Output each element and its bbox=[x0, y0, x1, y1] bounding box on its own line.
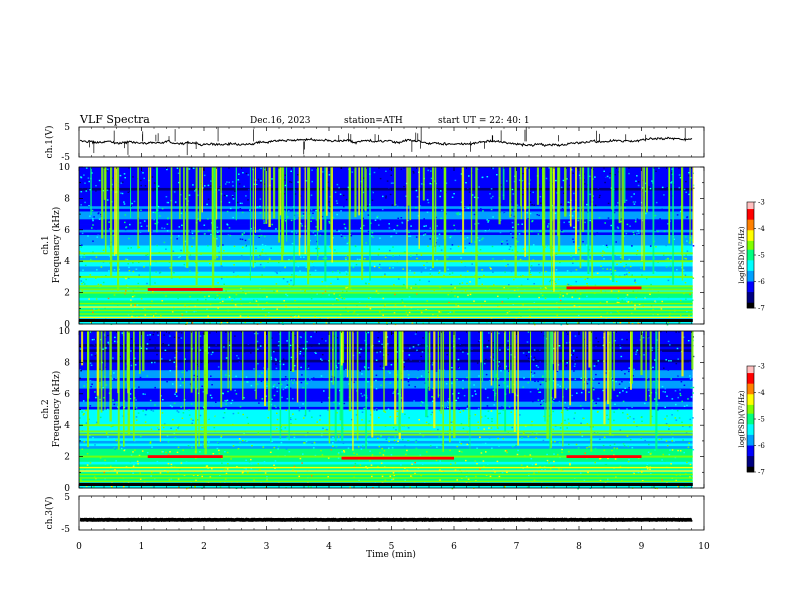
ch2-spectrogram-band-3 bbox=[79, 424, 693, 427]
ch1-timeseries-line bbox=[79, 136, 693, 148]
ch2-colorbar: -3 -4 -5 -6 -7 log(PSD)(V²/Hz) bbox=[738, 363, 765, 477]
ch1-spectrogram-ytick-10: 10 bbox=[59, 163, 71, 173]
time-tick-label-2: 2 bbox=[201, 542, 207, 552]
ch1-spectrogram-heatmap bbox=[79, 167, 704, 326]
ch1-timeseries-frame bbox=[78, 126, 705, 158]
ch1-spectrogram-colorbar-tick--4: -4 bbox=[758, 225, 765, 233]
ch2-spectrogram-highlight-0 bbox=[147, 455, 223, 458]
ch2-spectrogram-band-2 bbox=[79, 430, 693, 433]
time-tick-label-4: 4 bbox=[326, 542, 332, 552]
ch1-spectrogram-ytick-0: 0 bbox=[64, 320, 70, 330]
time-axis-label: Time (min) bbox=[366, 549, 416, 560]
ch1-spectrogram-band-2 bbox=[79, 285, 693, 288]
ch2-spectrogram-highlight-1 bbox=[341, 456, 454, 460]
time-tick-label-8: 8 bbox=[576, 542, 582, 552]
time-tick-label-3: 3 bbox=[264, 542, 270, 552]
time-tick-label-6: 6 bbox=[451, 542, 457, 552]
ch2-spectrogram-ytick-8: 8 bbox=[64, 358, 70, 368]
ch1-spectrogram-ytick-8: 8 bbox=[64, 194, 70, 204]
ch2-spectrogram-panel: 0 2 4 6 8 10 ch.2 Frequency (kHz) -3 -4 -5 -6 -7 l… bbox=[41, 327, 765, 494]
ch2-spectrogram-colorbar-tick--7: -7 bbox=[758, 469, 765, 477]
date-label: Dec.16, 2023 bbox=[250, 116, 311, 126]
ch1-ytick-bottom: -5 bbox=[61, 153, 70, 163]
time-tick-label-7: 7 bbox=[514, 542, 520, 552]
ch1-spectrogram-colorbar-tick--6: -6 bbox=[758, 278, 765, 286]
ch1-spectrogram-colorbar-label: log(PSD)(V²/Hz) bbox=[738, 226, 746, 283]
figure-header: VLF Spectra Dec.16, 2023 station=ATH sta… bbox=[79, 113, 530, 126]
ch2-spectrogram-colorbar-tick--5: -5 bbox=[758, 416, 765, 424]
ch2-spectrogram-colorbar-label: log(PSD)(V²/Hz) bbox=[738, 390, 746, 447]
ch2-spectrogram-band-1 bbox=[79, 433, 693, 436]
ch3-ylabel: ch.3(V) bbox=[44, 497, 55, 530]
ch3-timeseries-frame bbox=[78, 495, 705, 531]
ch2-spectrogram-highlight-2 bbox=[566, 455, 642, 458]
ch2-spectrogram-heatmap bbox=[79, 331, 704, 490]
ch1-trace bbox=[79, 126, 693, 156]
ch2-spectrogram-ytick-10: 10 bbox=[59, 327, 71, 337]
ch1-spectrogram-highlight-0 bbox=[147, 288, 223, 291]
ch3-trace bbox=[79, 517, 693, 523]
ch1-timeseries-panel: 5 -5 ch.1(V) bbox=[44, 123, 705, 163]
start-time-label: start UT = 22: 40: 1 bbox=[438, 116, 530, 126]
ch2-spectrogram-colorbar-tick--6: -6 bbox=[758, 442, 765, 450]
ch2-spectrogram-ticks bbox=[78, 330, 705, 489]
ch2-spectrogram-ytick-6: 6 bbox=[64, 390, 70, 400]
ch1-spectrogram-ticks bbox=[78, 166, 705, 325]
time-tick-label-0: 0 bbox=[76, 542, 82, 552]
ch1-spectrogram-band-1 bbox=[79, 288, 693, 291]
ch2-spectrogram-ytick-0: 0 bbox=[64, 484, 70, 494]
ch1-spectrogram-ytick-4: 4 bbox=[64, 257, 70, 267]
ch3-ytick-top: 5 bbox=[64, 493, 70, 503]
station-label: station=ATH bbox=[344, 116, 403, 126]
ch1-ylabel: ch.1(V) bbox=[44, 126, 55, 159]
time-tick-label-1: 1 bbox=[139, 542, 145, 552]
ch2-spectrogram-colorbar-tick--3: -3 bbox=[758, 363, 765, 371]
ch1-spec-ylabel-line1: ch.1 bbox=[41, 235, 51, 254]
time-tick-label-10: 10 bbox=[698, 542, 710, 552]
ch2-spectrogram-colorbar-tick--4: -4 bbox=[758, 389, 765, 397]
ch1-spectrogram-band-5 bbox=[79, 252, 693, 255]
ch1-spectrogram-colorbar-tick--3: -3 bbox=[758, 199, 765, 207]
ch1-freq-tick-labels: 0 2 4 6 8 10 bbox=[59, 163, 71, 330]
ch2-spectrogram-ytick-2: 2 bbox=[64, 453, 70, 463]
ch3-ticks bbox=[78, 496, 705, 530]
ch3-ytick-bottom: -5 bbox=[61, 525, 70, 535]
ch2-freq-tick-labels: 0 2 4 6 8 10 bbox=[59, 327, 71, 494]
figure-title: VLF Spectra bbox=[79, 113, 150, 126]
ch2-spectrogram-ytick-4: 4 bbox=[64, 421, 70, 431]
time-axis: 0 1 2 3 4 5 6 7 8 9 10 bbox=[76, 542, 710, 552]
ch1-spectrogram-ytick-2: 2 bbox=[64, 289, 70, 299]
ch1-spectrogram-band-3 bbox=[79, 275, 693, 278]
ch1-spectrogram-band-0 bbox=[79, 291, 693, 294]
ch1-spectrogram-colorbar-tick--7: -7 bbox=[758, 305, 765, 313]
ch2-spec-ylabel-line2: Frequency (kHz) bbox=[51, 371, 62, 448]
ch1-spectrogram-band-4 bbox=[79, 260, 693, 263]
ch2-spec-ylabel-line1: ch.2 bbox=[41, 399, 51, 418]
ch1-spectrogram-ytick-6: 6 bbox=[64, 226, 70, 236]
ch2-spectrogram-band-0 bbox=[79, 455, 693, 458]
ch1-spectrogram-highlight-1 bbox=[566, 286, 642, 290]
ch1-colorbar: -3 -4 -5 -6 -7 log(PSD)(V²/Hz) bbox=[738, 199, 765, 313]
ch1-spec-ylabel-line2: Frequency (kHz) bbox=[51, 207, 62, 284]
time-tick-label-9: 9 bbox=[639, 542, 645, 552]
ch1-ticks bbox=[78, 127, 705, 157]
ch3-timeseries-line bbox=[79, 517, 693, 523]
ch3-timeseries-panel: 5 -5 ch.3(V) bbox=[44, 493, 705, 535]
ch1-spectrogram-colorbar-tick--5: -5 bbox=[758, 252, 765, 260]
ch1-ytick-top: 5 bbox=[64, 123, 70, 133]
time-tick-label-5: 5 bbox=[389, 542, 395, 552]
ch1-spectrogram-panel: 0 2 4 6 8 10 ch.1 Frequency (kHz) -3 -4 -5 -6 -7 l… bbox=[41, 163, 765, 330]
